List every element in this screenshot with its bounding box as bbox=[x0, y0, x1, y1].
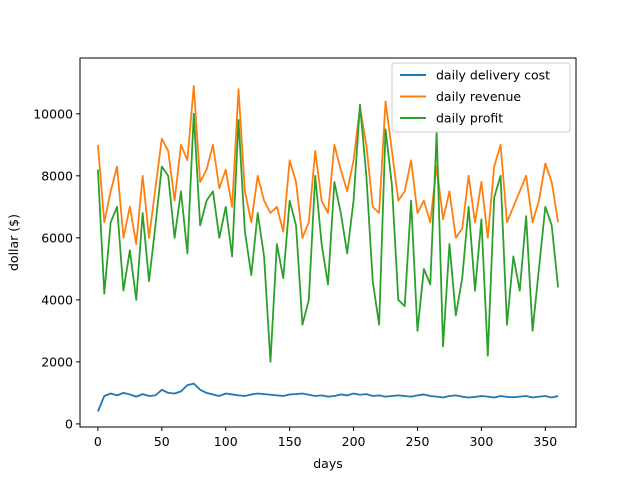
x-tick-label: 150 bbox=[278, 434, 302, 449]
legend-label: daily profit bbox=[436, 111, 503, 126]
x-tick-label: 200 bbox=[342, 434, 366, 449]
x-axis: 0 50 100 150 200 250 300 350 bbox=[94, 427, 557, 449]
y-axis-title: dollar ($) bbox=[6, 214, 21, 271]
x-tick-label: 100 bbox=[214, 434, 238, 449]
x-tick-label: 250 bbox=[406, 434, 430, 449]
x-tick-label: 300 bbox=[469, 434, 493, 449]
legend-label: daily revenue bbox=[436, 89, 521, 104]
series-line-daily-revenue bbox=[97, 85, 559, 245]
legend-items: daily delivery cost daily revenue daily pr… bbox=[400, 68, 550, 126]
legend-box bbox=[391, 62, 571, 133]
plot-frame bbox=[79, 57, 577, 428]
y-tick-label: 10000 bbox=[33, 106, 73, 121]
y-tick-label: 8000 bbox=[41, 168, 73, 183]
y-tick-label: 6000 bbox=[41, 230, 73, 245]
series-line-daily-profit bbox=[97, 103, 559, 363]
y-tick-label: 0 bbox=[65, 416, 73, 431]
x-axis-title: days bbox=[313, 456, 343, 471]
legend: daily delivery cost daily revenue daily pr… bbox=[391, 62, 571, 133]
series-line-daily-delivery-cost bbox=[97, 382, 559, 412]
y-tick-label: 4000 bbox=[41, 292, 73, 307]
y-axis: 0 2000 4000 6000 8000 10000 bbox=[33, 106, 80, 431]
x-tick-label: 50 bbox=[154, 434, 170, 449]
y-tick-label: 2000 bbox=[41, 354, 73, 369]
series-layer bbox=[97, 85, 559, 412]
x-tick-label: 0 bbox=[94, 434, 102, 449]
legend-label: daily delivery cost bbox=[436, 68, 550, 83]
x-tick-label: 350 bbox=[533, 434, 557, 449]
